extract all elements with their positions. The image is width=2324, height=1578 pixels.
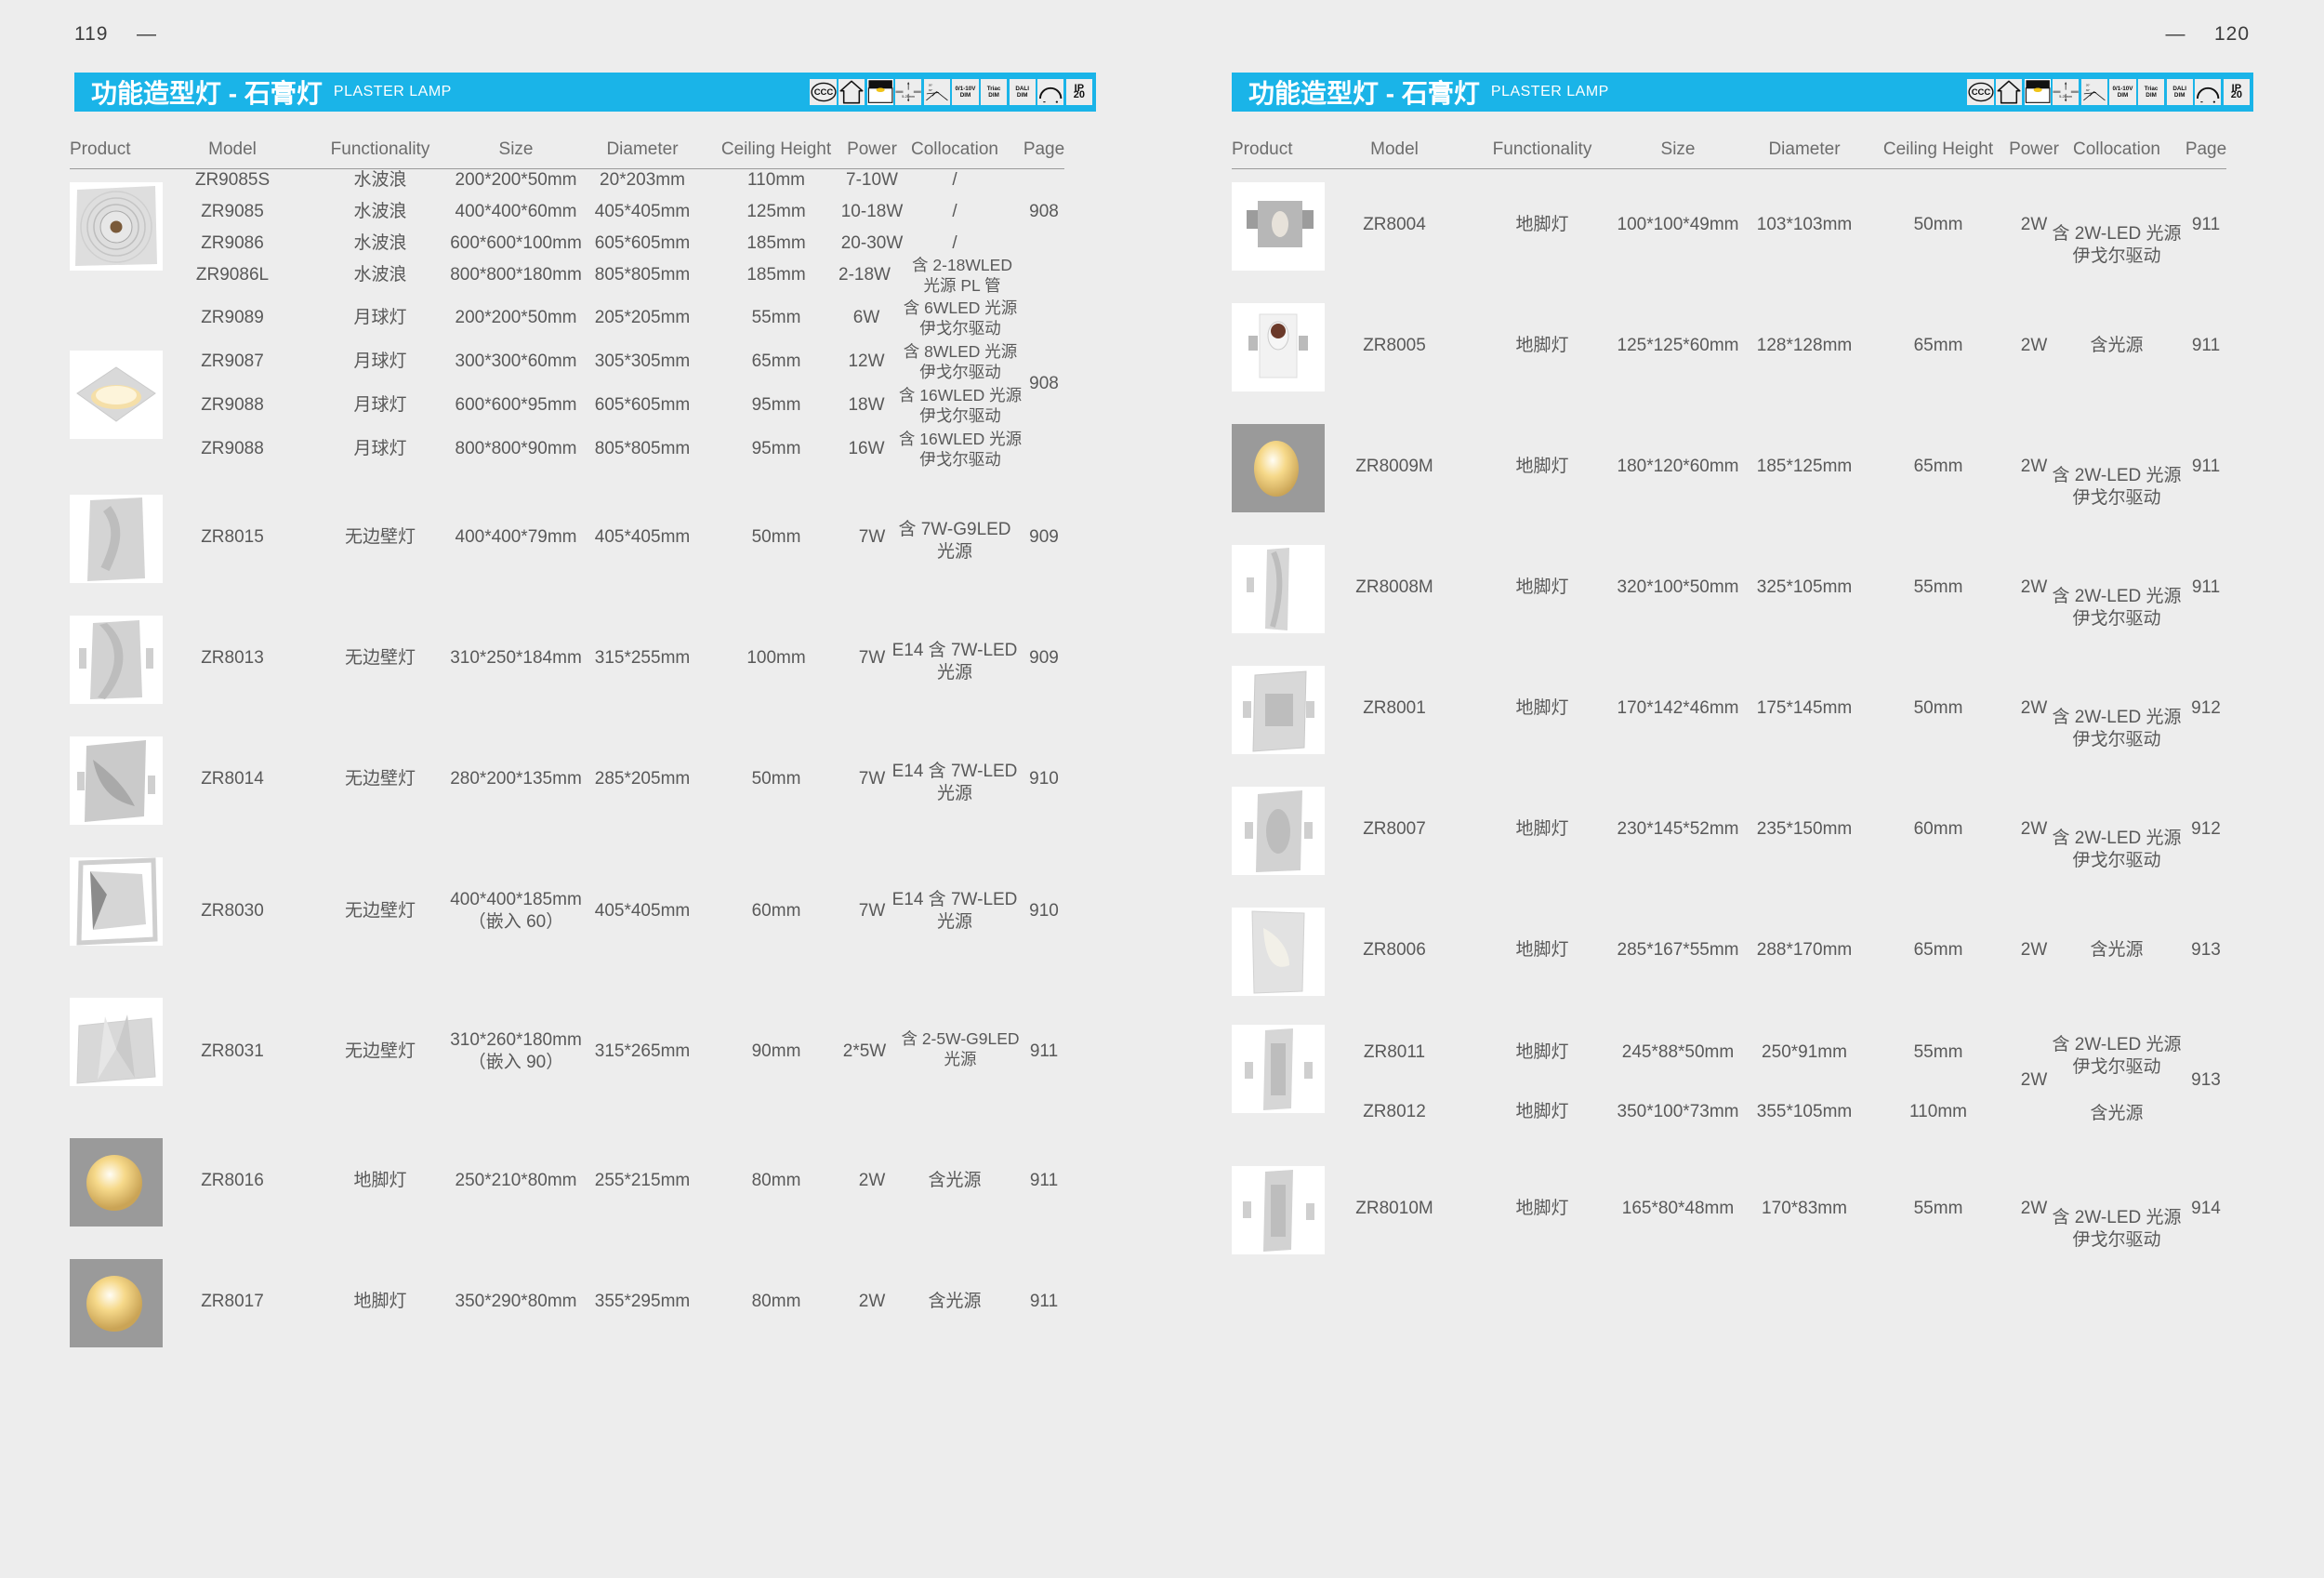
svg-text:5-25mm: 5-25mm [902,95,915,99]
svg-text:30°: 30° [2086,83,2091,86]
svg-text:30°: 30° [929,88,933,92]
svg-text:30°: 30° [929,83,933,86]
svg-text:5-25mm: 5-25mm [2059,95,2072,99]
svg-text:CCC: CCC [813,87,833,98]
svg-text:30°: 30° [2086,88,2091,92]
svg-text:CCC: CCC [1971,87,1990,98]
